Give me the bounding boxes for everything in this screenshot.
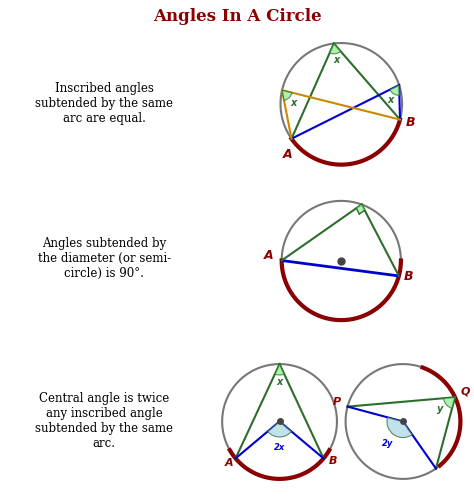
Text: Central angle is twice
any inscribed angle
subtended by the same
arc.: Central angle is twice any inscribed ang…: [35, 393, 173, 451]
Text: A: A: [264, 250, 273, 262]
Wedge shape: [275, 364, 284, 375]
Text: x: x: [333, 55, 339, 65]
Text: Angles In A Circle: Angles In A Circle: [153, 8, 321, 25]
Text: B: B: [404, 269, 413, 282]
Text: A: A: [283, 148, 292, 161]
Text: x: x: [291, 97, 297, 108]
Wedge shape: [282, 90, 292, 100]
Text: 2y: 2y: [382, 439, 393, 448]
Wedge shape: [268, 422, 292, 437]
Text: Q: Q: [461, 386, 470, 396]
Polygon shape: [356, 205, 365, 214]
Wedge shape: [444, 397, 455, 408]
Text: B: B: [328, 456, 337, 466]
Text: A: A: [224, 458, 233, 468]
Text: x: x: [387, 95, 393, 105]
Text: x: x: [276, 377, 283, 387]
Wedge shape: [390, 85, 400, 95]
Text: B: B: [406, 116, 416, 129]
Text: Angles subtended by
the diameter (or semi-
circle) is 90°.: Angles subtended by the diameter (or sem…: [37, 237, 171, 280]
Text: 2x: 2x: [274, 443, 285, 452]
Text: P: P: [333, 398, 341, 408]
Wedge shape: [387, 417, 412, 438]
Text: Inscribed angles
subtended by the same
arc are equal.: Inscribed angles subtended by the same a…: [35, 82, 173, 125]
Text: y: y: [438, 404, 444, 414]
Wedge shape: [330, 43, 341, 54]
